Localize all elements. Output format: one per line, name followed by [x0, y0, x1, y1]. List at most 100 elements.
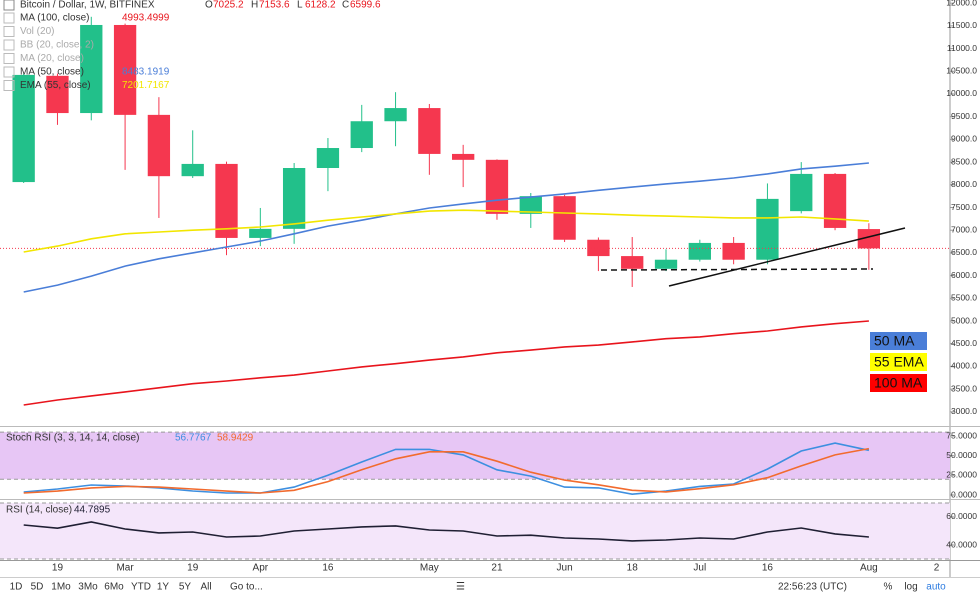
- legend-value: 44.7895: [74, 505, 111, 516]
- range-button[interactable]: 1Y: [157, 582, 170, 593]
- legend-name: MA (20, close): [20, 53, 84, 64]
- ohlc-label: L: [297, 0, 303, 11]
- symbol-icon[interactable]: [3, 0, 15, 11]
- x-tick-label: 19: [187, 563, 199, 574]
- scale-button[interactable]: log: [904, 582, 917, 593]
- pane-title: Stoch RSI (3, 3, 14, 14, close): [6, 433, 139, 444]
- y-tick-label: 8500.0: [951, 156, 977, 166]
- y-tick-label: 5000.0: [951, 315, 977, 325]
- candle-body: [553, 196, 576, 240]
- legend-name: BB (20, close, 2): [20, 40, 94, 51]
- legend-icon[interactable]: [3, 66, 15, 78]
- goto-button[interactable]: Go to...: [230, 582, 263, 593]
- ohlc-value: 6128.2: [305, 0, 336, 11]
- candle-body: [147, 114, 171, 177]
- layers: O 7025.2 H 7153.6 L 6128.2 C 6599.6 3000.0 3500.0…: [0, 0, 977, 574]
- ohlc-value: 7025.2: [213, 0, 244, 11]
- range-button[interactable]: 5D: [31, 582, 44, 593]
- ohlc-label: C: [342, 0, 349, 11]
- indicator-line: [23, 447, 870, 494]
- x-tick-label: Mar: [116, 563, 134, 574]
- scale-button[interactable]: %: [884, 582, 893, 593]
- candle-body: [485, 159, 509, 214]
- candle-body: [722, 242, 745, 260]
- candle-body: [384, 108, 407, 122]
- scale-button[interactable]: auto: [926, 582, 946, 593]
- annotation-text: 55 EMA: [874, 354, 924, 370]
- clock: 22:56:23 (UTC): [778, 582, 847, 593]
- legend-icon[interactable]: [3, 53, 15, 64]
- candle-body: [350, 121, 373, 149]
- indicator-line: [23, 209, 869, 253]
- legend-value: 58.9429: [217, 433, 254, 444]
- range-button[interactable]: 1Mo: [51, 582, 71, 593]
- candle-body: [80, 24, 103, 114]
- range-button[interactable]: 5Y: [179, 582, 192, 593]
- x-tick-label: Aug: [860, 563, 878, 574]
- annotation-text: 50 MA: [874, 333, 915, 349]
- candle-body: [46, 75, 69, 114]
- toolbar-handle[interactable]: ☰: [456, 582, 465, 593]
- legend-name: MA (100, close): [20, 13, 89, 24]
- annotation-text: 100 MA: [874, 375, 923, 391]
- legend-icon[interactable]: [3, 26, 15, 37]
- y-tick-label: 11000.0: [947, 43, 977, 53]
- x-tick-label: Apr: [253, 563, 269, 574]
- legend-icon[interactable]: [3, 39, 15, 51]
- y-tick-label: 10500.0: [946, 66, 977, 76]
- indicator-line: [23, 162, 869, 293]
- x-tick-label: 16: [762, 563, 774, 574]
- legend-icon[interactable]: [3, 80, 15, 91]
- y-tick-label: 40.0000: [946, 539, 977, 549]
- ohlc-label: O: [205, 0, 213, 11]
- y-tick-label: 75.0000: [946, 430, 977, 440]
- y-tick-label: 4000.0: [951, 361, 977, 371]
- candle-body: [587, 239, 610, 257]
- y-tick-label: 3000.0: [951, 406, 977, 416]
- range-button[interactable]: YTD: [131, 582, 151, 593]
- candle-body: [756, 198, 779, 260]
- candle-body: [621, 256, 644, 269]
- y-tick-label: 25.0000: [946, 470, 977, 480]
- candle-body: [181, 163, 204, 177]
- x-tick-label: 16: [322, 563, 334, 574]
- candle-body: [215, 163, 238, 238]
- y-tick-label: 7000.0: [951, 224, 977, 234]
- legend-icon[interactable]: [3, 12, 15, 24]
- range-button[interactable]: All: [200, 582, 211, 593]
- candle-body: [688, 242, 711, 260]
- y-tick-label: 8000.0: [951, 179, 977, 189]
- ohlc-value: 6599.6: [350, 0, 381, 11]
- range-button[interactable]: 3Mo: [78, 582, 98, 593]
- x-tick-label: May: [420, 563, 439, 574]
- y-tick-label: 7500.0: [951, 202, 977, 212]
- indicator-line: [23, 320, 869, 406]
- candle-body: [857, 229, 881, 249]
- y-tick-label: 9500.0: [951, 111, 977, 121]
- candle-body: [249, 228, 272, 238]
- x-tick-label: Jul: [693, 563, 706, 574]
- legend-value: 8483.1919: [122, 67, 170, 78]
- legend-value: 56.7767: [175, 433, 212, 444]
- y-tick-label: 60.0000: [946, 511, 977, 521]
- range-button[interactable]: 1D: [10, 582, 23, 593]
- x-tick-label: 18: [627, 563, 639, 574]
- x-tick-label: 21: [491, 563, 503, 574]
- y-tick-label: 9000.0: [951, 134, 977, 144]
- band-fill: [0, 502, 950, 560]
- pane-title: RSI (14, close): [6, 505, 72, 516]
- y-tick-label: 5500.0: [951, 293, 977, 303]
- candle-body: [113, 24, 137, 115]
- indicator-line: [23, 521, 869, 542]
- candle-body: [790, 173, 813, 212]
- annotation-box: [870, 332, 927, 350]
- legend-name: MA (50, close): [20, 67, 84, 78]
- range-button[interactable]: 6Mo: [104, 582, 124, 593]
- candle-body: [823, 173, 847, 228]
- trend-line: [668, 227, 906, 287]
- candle-body: [654, 259, 678, 269]
- ohlc-label: H: [251, 0, 258, 11]
- symbol-title: Bitcoin / Dollar, 1W, BITFINEX: [20, 0, 155, 11]
- legend-value: 4993.4999: [122, 13, 170, 24]
